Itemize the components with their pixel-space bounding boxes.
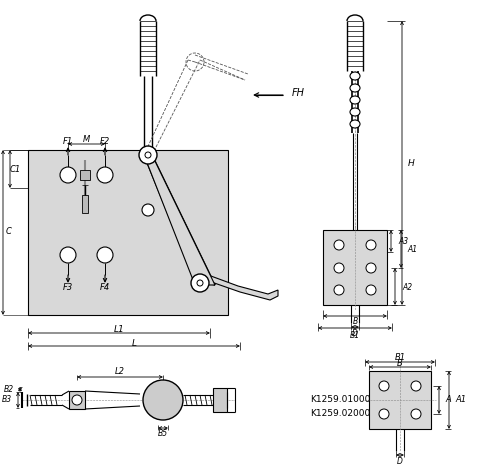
Circle shape [72,395,82,405]
Circle shape [334,285,344,295]
Polygon shape [200,272,278,300]
Text: F1: F1 [63,137,73,146]
Bar [80,170,90,180]
Bar [369,371,431,429]
Ellipse shape [350,72,360,80]
Text: F3: F3 [63,283,73,293]
Circle shape [97,167,113,183]
Text: A: A [445,396,451,404]
Circle shape [197,280,203,286]
Bar [323,230,387,305]
Polygon shape [144,155,215,285]
Text: B1: B1 [350,330,360,340]
Text: C: C [6,227,12,237]
Circle shape [379,381,389,391]
Circle shape [143,380,183,420]
Circle shape [97,247,113,263]
Circle shape [60,167,76,183]
Circle shape [334,240,344,250]
Ellipse shape [350,96,360,104]
Circle shape [411,381,421,391]
Text: H: H [408,158,415,167]
Circle shape [379,409,389,419]
Circle shape [142,204,154,216]
Circle shape [411,409,421,419]
Circle shape [366,263,376,273]
Text: A1: A1 [455,396,466,404]
Text: A1: A1 [407,245,417,254]
Text: B: B [397,358,403,368]
Bar [82,195,88,213]
Text: A2: A2 [402,282,412,292]
Text: K1259.01000: K1259.01000 [310,396,370,404]
Text: L1: L1 [114,325,124,335]
Circle shape [191,274,209,292]
Text: A3: A3 [398,237,408,246]
Circle shape [145,152,151,158]
Text: M: M [82,135,89,144]
Text: K1259.02000: K1259.02000 [310,409,370,418]
Text: B2: B2 [4,385,14,395]
Text: C1: C1 [10,164,20,173]
Circle shape [334,263,344,273]
Bar [213,388,227,412]
Text: F4: F4 [100,283,110,293]
Circle shape [366,285,376,295]
Text: B: B [352,317,358,327]
Text: D: D [397,457,403,466]
Bar [28,150,228,315]
Text: D: D [352,329,358,338]
Text: FH: FH [292,88,305,98]
Text: F2: F2 [100,137,110,146]
Circle shape [139,146,157,164]
Text: B5: B5 [158,430,168,439]
Text: L: L [132,338,136,348]
Bar [69,391,85,409]
Ellipse shape [350,108,360,116]
Text: B1: B1 [394,352,406,362]
Text: B3: B3 [2,396,12,404]
Ellipse shape [350,84,360,92]
Text: L2: L2 [115,368,125,377]
Ellipse shape [350,120,360,128]
Circle shape [60,247,76,263]
Circle shape [366,240,376,250]
